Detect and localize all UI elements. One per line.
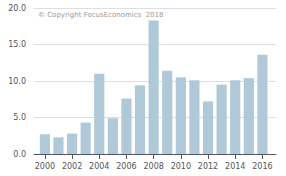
svg-text:15.0: 15.0 (8, 40, 26, 49)
svg-text:0.0: 0.0 (13, 150, 26, 159)
svg-text:5.0: 5.0 (13, 113, 26, 122)
svg-text:2012: 2012 (198, 162, 218, 171)
svg-text:2004: 2004 (89, 162, 109, 171)
svg-text:20.0: 20.0 (8, 4, 26, 13)
svg-text:2008: 2008 (143, 162, 163, 171)
svg-text:10.0: 10.0 (8, 77, 26, 86)
svg-text:2016: 2016 (252, 162, 272, 171)
svg-text:2002: 2002 (62, 162, 82, 171)
svg-text:2014: 2014 (225, 162, 245, 171)
svg-text:2006: 2006 (116, 162, 136, 171)
svg-text:© Copyright FocusEconomics 20: © Copyright FocusEconomics 2018 (38, 11, 163, 19)
svg-text:2000: 2000 (35, 162, 55, 171)
svg-text:2010: 2010 (171, 162, 191, 171)
